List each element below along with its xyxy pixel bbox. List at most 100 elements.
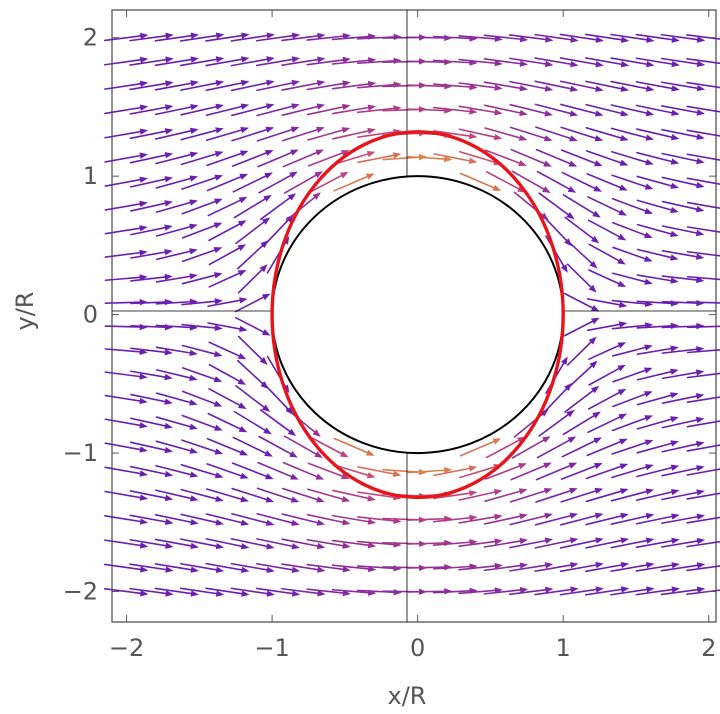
vector-arrow bbox=[129, 538, 174, 549]
vector-arrow bbox=[559, 80, 604, 92]
vector-arrow bbox=[154, 563, 199, 573]
vector-arrow bbox=[534, 561, 579, 572]
vector-arrow bbox=[661, 369, 705, 380]
vector-arrow bbox=[231, 150, 274, 167]
vector-arrow bbox=[281, 513, 326, 526]
vector-arrow bbox=[686, 325, 720, 329]
vector-arrow bbox=[636, 345, 679, 355]
vector-arrow bbox=[433, 153, 478, 164]
vector-arrow bbox=[179, 32, 225, 42]
vector-arrow bbox=[611, 272, 653, 285]
vector-arrow bbox=[585, 80, 630, 92]
vector-arrow bbox=[509, 562, 554, 572]
vector-arrow bbox=[635, 57, 680, 68]
vector-arrow bbox=[103, 563, 149, 573]
x-tick-label: −1 bbox=[254, 634, 289, 662]
vector-arrow bbox=[181, 367, 223, 383]
vector-arrow bbox=[306, 103, 351, 116]
vector-arrow bbox=[686, 468, 720, 476]
vector-arrow bbox=[610, 80, 655, 92]
vector-arrow bbox=[407, 563, 453, 571]
vector-arrow bbox=[534, 537, 579, 549]
x-tick-label: −2 bbox=[109, 634, 144, 662]
vector-arrow bbox=[585, 561, 630, 573]
vector-arrow bbox=[129, 80, 174, 91]
vector-arrow bbox=[612, 246, 653, 262]
vector-arrow bbox=[208, 220, 247, 242]
vector-arrow bbox=[611, 415, 653, 432]
vector-arrow bbox=[307, 127, 351, 141]
vector-arrow bbox=[661, 225, 705, 237]
vector-arrow bbox=[510, 148, 552, 167]
vector-arrow bbox=[661, 489, 705, 501]
vector-arrow bbox=[661, 440, 705, 453]
vector-arrow bbox=[588, 364, 626, 386]
vector-arrow bbox=[686, 177, 720, 186]
vector-arrow bbox=[636, 199, 679, 214]
vector-arrow bbox=[563, 317, 600, 337]
vector-arrow bbox=[635, 586, 680, 596]
vector-arrow bbox=[181, 390, 223, 407]
plot-frame bbox=[111, 9, 717, 623]
vector-arrow bbox=[308, 435, 349, 458]
vector-arrow bbox=[332, 489, 376, 502]
vector-arrow bbox=[332, 150, 376, 166]
vector-arrow bbox=[686, 444, 720, 452]
vector-arrow bbox=[483, 81, 528, 92]
vector-arrow bbox=[560, 103, 604, 117]
vector-arrow bbox=[256, 487, 300, 503]
vector-arrow bbox=[129, 128, 174, 140]
vector-arrow bbox=[129, 176, 173, 188]
vector-arrow bbox=[255, 56, 301, 67]
vector-arrow bbox=[586, 321, 628, 332]
vector-arrow bbox=[612, 391, 653, 408]
vector-arrow bbox=[483, 58, 529, 67]
vector-arrow bbox=[233, 410, 272, 435]
vector-arrow bbox=[256, 126, 300, 142]
vector-arrow bbox=[588, 243, 626, 265]
vector-arrow bbox=[511, 436, 551, 459]
vector-arrow bbox=[610, 586, 655, 596]
vector-arrow bbox=[306, 563, 351, 573]
vector-arrow bbox=[635, 537, 680, 549]
vector-arrow bbox=[306, 513, 351, 526]
vector-arrow bbox=[560, 149, 603, 167]
vector-arrow bbox=[458, 128, 503, 141]
vector-arrow bbox=[357, 152, 402, 164]
vector-arrow bbox=[154, 538, 199, 550]
vector-arrow bbox=[686, 81, 720, 89]
vector-arrow bbox=[661, 513, 705, 525]
vector-arrow bbox=[686, 129, 720, 137]
vector-arrow bbox=[509, 103, 553, 117]
vector-arrow bbox=[237, 264, 268, 294]
vector-arrow bbox=[566, 336, 597, 366]
vector-arrow bbox=[585, 537, 630, 549]
vector-arrow bbox=[610, 513, 655, 526]
vector-arrow bbox=[585, 127, 629, 142]
vector-arrow bbox=[155, 127, 199, 140]
vector-arrow bbox=[236, 359, 269, 390]
vector-arrow bbox=[635, 33, 680, 43]
vector-arrow bbox=[231, 512, 275, 526]
vector-arrow bbox=[180, 513, 224, 526]
vector-arrow bbox=[208, 341, 247, 360]
vector-arrow bbox=[104, 394, 148, 405]
vector-arrow bbox=[283, 171, 323, 194]
vector-arrow bbox=[154, 103, 199, 116]
vector-arrow bbox=[180, 464, 224, 479]
vector-arrow bbox=[559, 586, 604, 596]
vector-arrow bbox=[407, 467, 453, 474]
vector-arrow bbox=[332, 463, 376, 479]
y-tick-label: 1 bbox=[83, 162, 98, 190]
vector-arrow bbox=[130, 200, 173, 212]
vector-arrow bbox=[331, 514, 377, 525]
vector-arrow bbox=[585, 150, 629, 166]
vector-arrow bbox=[559, 561, 604, 573]
vector-arrow bbox=[205, 32, 250, 42]
vector-arrow bbox=[432, 106, 478, 115]
vector-arrow bbox=[230, 587, 275, 597]
vector-arrow bbox=[509, 126, 553, 142]
vector-arrow bbox=[585, 512, 629, 526]
vector-arrow bbox=[510, 462, 552, 481]
vector-arrow bbox=[635, 104, 680, 116]
